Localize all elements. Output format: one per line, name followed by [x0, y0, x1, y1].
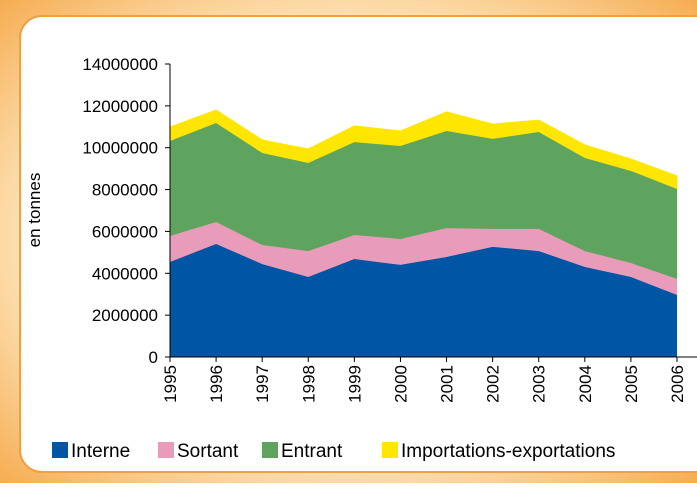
y-tick-label: 0 [149, 348, 158, 367]
area-fill [170, 110, 677, 189]
legend-swatch [262, 442, 278, 458]
y-tick-label: 10000000 [82, 139, 158, 158]
x-tick-label: 1997 [253, 365, 272, 403]
area-edge [169, 109, 678, 177]
y-tick-label: 6000000 [92, 222, 158, 241]
x-tick-label: 1996 [207, 365, 226, 403]
x-tick-label: 2004 [576, 365, 595, 403]
legend-swatch [52, 442, 68, 458]
y-tick-label: 14000000 [82, 55, 158, 74]
y-tick-label: 2000000 [92, 306, 158, 325]
legend-label: Sortant [177, 441, 239, 462]
x-tick-label: 2005 [622, 365, 641, 403]
legend-label: Importations-exportations [401, 441, 615, 462]
y-tick-label: 12000000 [82, 97, 158, 116]
area-fill [170, 222, 677, 296]
x-tick-label: 1999 [345, 365, 364, 403]
area-fill [170, 123, 677, 279]
y-tick-label: 4000000 [92, 264, 158, 283]
x-tick-label: 1998 [299, 365, 318, 403]
x-tick-label: 2002 [484, 365, 503, 403]
plot: 0 2000000 4000000 6000000 8000000 10000000 120… [52, 55, 697, 462]
area-fill [170, 243, 677, 357]
legend-swatch [158, 442, 174, 458]
x-tick-label: 2003 [530, 365, 549, 403]
y-tick-label: 8000000 [92, 181, 158, 200]
legend-label: Entrant [281, 441, 343, 462]
x-tick-label: 2001 [438, 365, 457, 403]
legend-swatch [382, 442, 398, 458]
x-tick-label: 2006 [668, 365, 687, 403]
legend-label: Interne [71, 441, 130, 462]
x-tick-label: 2000 [391, 365, 410, 403]
y-axis-label: en tonnes [25, 173, 44, 248]
x-tick-label: 1995 [161, 365, 180, 403]
